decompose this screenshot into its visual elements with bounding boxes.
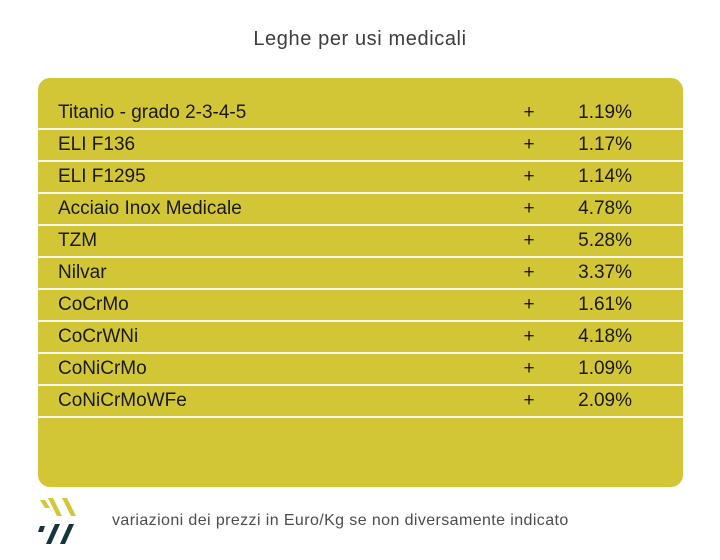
page-title: Leghe per usi medicali xyxy=(253,28,467,50)
change-sign: + xyxy=(523,198,535,219)
table-row: TZM + 5.28% xyxy=(38,226,683,258)
table-row: CoCrMo + 1.61% xyxy=(38,290,683,322)
change-sign: + xyxy=(523,262,535,283)
table-row: CoCrWNi + 4.18% xyxy=(38,322,683,354)
alloy-name: ELI F1295 xyxy=(58,166,146,187)
change-percent: 5.28% xyxy=(578,230,632,251)
change-percent: 1.14% xyxy=(578,166,632,187)
table-row: CoNiCrMoWFe + 2.09% xyxy=(38,386,683,418)
alloy-name: CoNiCrMoWFe xyxy=(58,390,187,411)
alloy-name: Nilvar xyxy=(58,262,107,283)
change-percent: 1.17% xyxy=(578,134,632,155)
change-sign: + xyxy=(523,230,535,251)
change-sign: + xyxy=(523,326,535,347)
change-sign: + xyxy=(523,294,535,315)
alloy-name: CoCrMo xyxy=(58,294,129,315)
alloy-name: CoCrWNi xyxy=(58,326,139,347)
table-rows: Titanio - grado 2-3-4-5 + 1.19% ELI F136… xyxy=(38,98,683,418)
change-sign: + xyxy=(523,102,535,123)
table-row: ELI F136 + 1.17% xyxy=(38,130,683,162)
alloy-name: Titanio - grado 2-3-4-5 xyxy=(58,102,247,123)
change-sign: + xyxy=(523,134,535,155)
table-row: CoNiCrMo + 1.09% xyxy=(38,354,683,386)
change-sign: + xyxy=(523,166,535,187)
alloy-price-table: Titanio - grado 2-3-4-5 + 1.19% ELI F136… xyxy=(38,78,683,487)
change-sign: + xyxy=(523,390,535,411)
change-percent: 3.37% xyxy=(578,262,632,283)
change-sign: + xyxy=(523,358,535,379)
alloy-name: CoNiCrMo xyxy=(58,358,147,379)
change-percent: 1.19% xyxy=(578,102,632,123)
table-row: Nilvar + 3.37% xyxy=(38,258,683,290)
alloy-name: Acciaio Inox Medicale xyxy=(58,198,242,219)
change-percent: 1.09% xyxy=(578,358,632,379)
change-percent: 4.78% xyxy=(578,198,632,219)
footer-note: variazioni dei prezzi in Euro/Kg se non … xyxy=(112,512,569,529)
change-percent: 4.18% xyxy=(578,326,632,347)
table-row: Acciaio Inox Medicale + 4.78% xyxy=(38,194,683,226)
footer: variazioni dei prezzi in Euro/Kg se non … xyxy=(38,496,569,546)
alloy-name: TZM xyxy=(58,230,98,251)
alloy-name: ELI F136 xyxy=(58,134,136,155)
table-row: ELI F1295 + 1.14% xyxy=(38,162,683,194)
change-percent: 2.09% xyxy=(578,390,632,411)
table-row: Titanio - grado 2-3-4-5 + 1.19% xyxy=(38,98,683,130)
change-percent: 1.61% xyxy=(578,294,632,315)
siderweb-logo-icon xyxy=(38,498,76,544)
